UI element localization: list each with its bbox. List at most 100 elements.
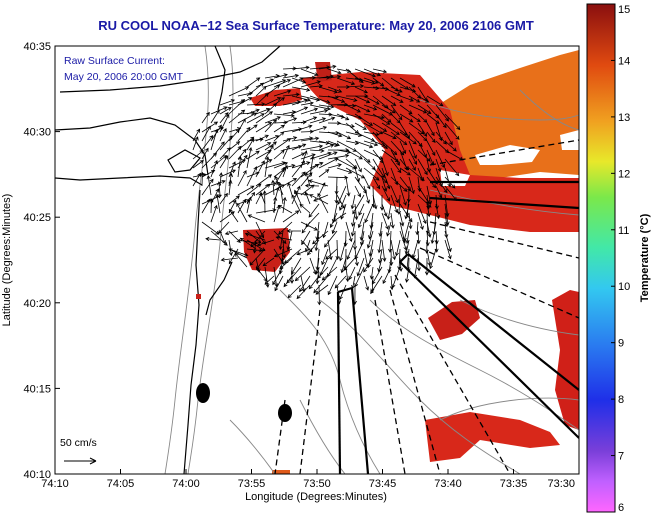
current-vector [417, 149, 431, 162]
current-vector [426, 203, 431, 218]
colorbar-ticks: 15 14 13 12 11 10 9 8 7 6 [611, 3, 630, 514]
current-vector [300, 136, 320, 142]
current-vector [352, 284, 357, 306]
current-vector [291, 161, 311, 169]
current-vector [318, 64, 337, 70]
current-vector [300, 68, 319, 77]
current-vector [345, 176, 351, 197]
current-vector [372, 122, 388, 132]
station-marker [196, 383, 210, 403]
current-vector [234, 252, 248, 268]
current-vector [435, 158, 442, 173]
current-vector [246, 82, 265, 97]
current-vector [408, 140, 417, 160]
current-vector [296, 248, 311, 256]
current-vector [309, 108, 329, 115]
current-vector [336, 95, 358, 102]
current-vector [426, 122, 435, 137]
current-vector [372, 158, 385, 179]
current-vector [395, 239, 401, 257]
current-vector [318, 169, 330, 178]
current-vector [289, 267, 295, 284]
current-vector [318, 143, 335, 151]
current-vector [444, 230, 452, 253]
current-vector [309, 104, 331, 111]
current-vector [336, 131, 352, 140]
current-vector [327, 175, 349, 180]
current-vector [363, 86, 380, 91]
x-tick-label: 73:35 [500, 478, 528, 490]
current-vector [397, 194, 402, 215]
current-vector [300, 144, 324, 151]
current-vector [228, 195, 240, 205]
current-vector [306, 239, 320, 256]
current-vector [354, 239, 365, 260]
current-vector [331, 221, 338, 235]
current-vector [327, 95, 346, 103]
current-vector [312, 230, 329, 245]
current-vector [228, 86, 250, 97]
y-tick-label: 40:10 [23, 469, 51, 481]
current-vector [398, 257, 403, 272]
current-vector [300, 184, 315, 196]
current-vector [249, 248, 266, 266]
current-vector [201, 111, 210, 124]
current-vector [336, 113, 350, 121]
colorbar-tick-label: 14 [618, 55, 630, 67]
current-vector [201, 135, 214, 151]
current-vector [399, 230, 408, 251]
current-vector [354, 95, 371, 104]
current-vector [389, 275, 394, 291]
current-vector [317, 192, 329, 214]
current-vector [370, 275, 375, 293]
current-vector [219, 107, 232, 115]
current-vector [426, 221, 432, 238]
current-vector [390, 176, 408, 192]
current-vector [291, 86, 311, 92]
colorbar-tick-label: 8 [618, 394, 624, 406]
current-vector [381, 203, 388, 217]
current-vector [390, 158, 402, 174]
current-vector [291, 257, 302, 275]
current-vector [381, 86, 401, 96]
current-vector [246, 113, 265, 124]
current-vector [294, 266, 311, 282]
current-vector [255, 122, 273, 133]
current-vector [417, 167, 424, 182]
current-vector [321, 248, 329, 266]
current-vector [339, 284, 347, 301]
current-vector [381, 158, 389, 177]
current-vector [408, 176, 415, 195]
current-vector [256, 239, 275, 247]
current-vector [381, 140, 398, 156]
current-vector [219, 147, 231, 160]
station-marker [278, 404, 292, 422]
current-vector [346, 239, 356, 260]
current-vector [424, 257, 429, 276]
annotation-line-2: May 20, 2006 20:00 GMT [64, 71, 184, 83]
current-vector [381, 239, 387, 262]
x-tick-label: 74:00 [172, 478, 200, 490]
current-vector [309, 148, 325, 153]
current-vector [291, 194, 302, 214]
x-axis-label: Longitude (Degrees:Minutes) [245, 491, 387, 503]
current-vector [282, 117, 298, 124]
current-vector [399, 77, 416, 88]
y-tick-label: 40:15 [23, 383, 51, 395]
current-vector [435, 149, 445, 169]
current-vector [336, 122, 355, 128]
current-vector [444, 167, 452, 188]
current-vector [444, 131, 453, 146]
current-vector [246, 248, 264, 253]
current-vector [215, 193, 221, 214]
current-vector [304, 172, 311, 187]
current-vector [210, 128, 219, 151]
current-vector [402, 221, 410, 242]
current-vector [314, 230, 320, 252]
current-vector [228, 141, 241, 151]
current-vector [390, 194, 399, 214]
sst-east-edge-patch [552, 290, 579, 430]
current-vector [351, 275, 356, 290]
current-vector [244, 232, 266, 241]
vector-scale: 50 cm/s [60, 437, 97, 465]
